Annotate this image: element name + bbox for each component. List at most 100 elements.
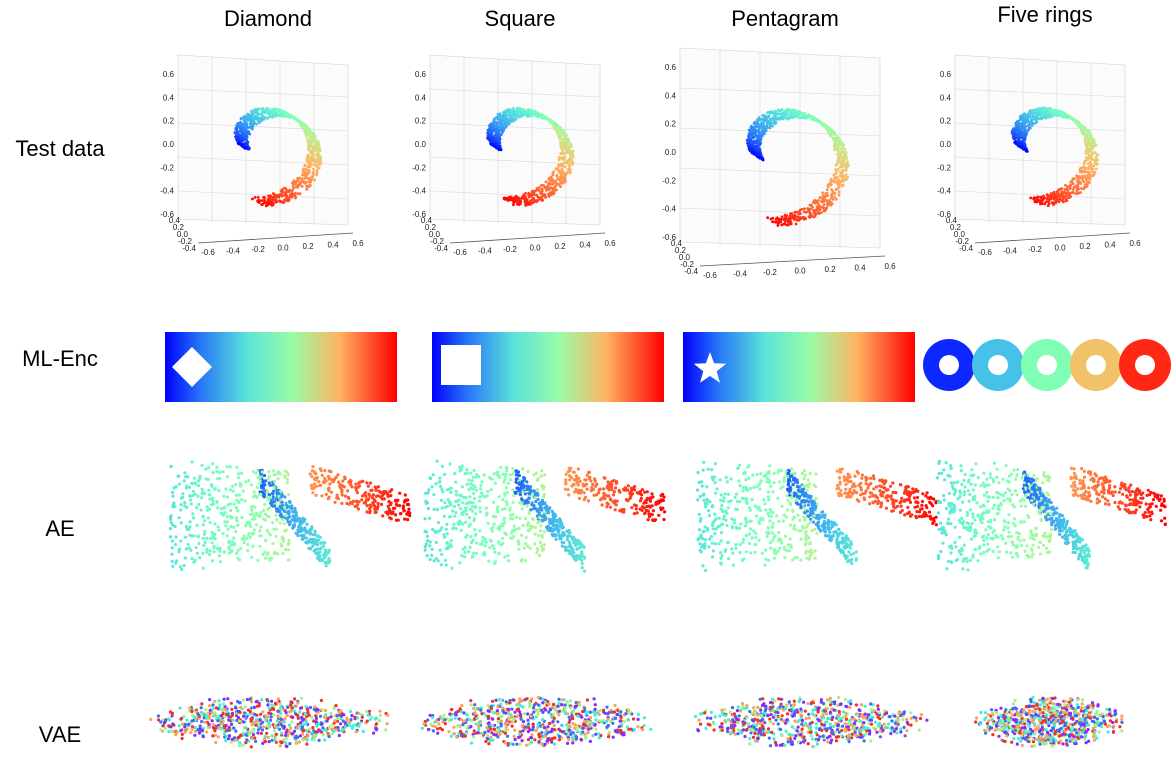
data-point [247, 113, 251, 116]
data-point [228, 502, 233, 506]
data-point [518, 115, 522, 119]
data-point [327, 469, 331, 473]
data-point [486, 489, 490, 493]
data-point [529, 199, 533, 202]
data-point [208, 552, 212, 557]
data-point [837, 190, 841, 194]
data-point [825, 191, 829, 195]
data-point [465, 512, 469, 517]
data-point [395, 499, 399, 503]
data-point [501, 536, 505, 540]
data-point [1071, 177, 1075, 181]
z-tick-label: 0.0 [163, 140, 175, 149]
data-point [494, 137, 498, 141]
data-point [533, 199, 536, 203]
data-point [552, 192, 556, 196]
z-tick-label: 0.4 [415, 93, 427, 102]
data-point [557, 125, 561, 129]
data-point [453, 514, 457, 518]
data-point [256, 475, 260, 480]
data-point [1039, 108, 1043, 112]
data-point [263, 550, 267, 554]
data-point [225, 475, 229, 479]
data-point [1075, 175, 1079, 179]
x-tick-label: 0.2 [554, 242, 566, 251]
data-point [288, 500, 292, 504]
data-point [273, 504, 277, 508]
data-point [1088, 144, 1092, 148]
data-point [225, 465, 229, 469]
data-point [287, 538, 291, 543]
data-point [840, 147, 844, 151]
data-point [826, 127, 829, 131]
data-point [1031, 110, 1035, 114]
data-point [750, 151, 754, 155]
data-point [817, 204, 821, 208]
data-point [376, 485, 380, 489]
data-point [495, 129, 498, 133]
data-point [832, 173, 836, 177]
data-point [792, 116, 796, 119]
data-point [500, 522, 504, 526]
data-point [179, 496, 184, 500]
z-tick-label: 0.2 [665, 120, 677, 129]
x-tick-label: 0.0 [794, 267, 806, 276]
data-point [302, 125, 306, 129]
data-point [243, 128, 247, 132]
data-point [360, 498, 364, 502]
data-point [311, 491, 315, 495]
data-point [259, 525, 263, 529]
data-point [198, 556, 202, 560]
data-point [824, 198, 828, 202]
data-point [1088, 164, 1092, 168]
data-point [539, 192, 543, 196]
data-point [543, 186, 547, 190]
data-point [251, 469, 255, 474]
data-point [350, 485, 354, 489]
z-tick-label: 0.2 [415, 117, 427, 126]
data-point [208, 507, 212, 511]
data-point [844, 174, 847, 178]
data-point [171, 494, 175, 498]
data-point [490, 138, 493, 142]
data-point [510, 197, 514, 201]
data-point [356, 507, 360, 511]
data-point [168, 535, 172, 539]
z-tick-label: 0.4 [163, 93, 175, 102]
data-point [1059, 112, 1062, 115]
data-point [190, 481, 194, 486]
data-point [559, 145, 563, 149]
data-point [1093, 170, 1097, 174]
data-point [566, 139, 570, 143]
data-point [169, 517, 173, 522]
data-point [382, 497, 386, 501]
data-point [256, 558, 260, 563]
data-point [307, 160, 311, 164]
data-point [374, 494, 378, 498]
data-point [234, 493, 239, 497]
data-point [183, 471, 187, 475]
data-point [546, 182, 550, 185]
data-point [1085, 129, 1088, 133]
data-point [211, 462, 215, 466]
data-point [240, 471, 244, 475]
data-point [539, 529, 543, 533]
data-point [1064, 195, 1068, 198]
data-point [265, 552, 269, 557]
data-point [310, 527, 314, 531]
data-point [302, 123, 306, 127]
data-point [562, 144, 566, 148]
data-point [218, 546, 222, 551]
data-point [1072, 185, 1076, 189]
row-label-vae: VAE [39, 722, 81, 747]
data-point [662, 517, 666, 522]
data-point [1049, 196, 1052, 200]
data-point [236, 523, 240, 527]
data-point [216, 506, 220, 510]
z-tick-label: 0.4 [940, 93, 952, 102]
data-point [267, 493, 271, 497]
data-point [189, 502, 193, 506]
data-point [833, 191, 837, 195]
data-point [504, 126, 508, 129]
data-point [521, 523, 525, 527]
